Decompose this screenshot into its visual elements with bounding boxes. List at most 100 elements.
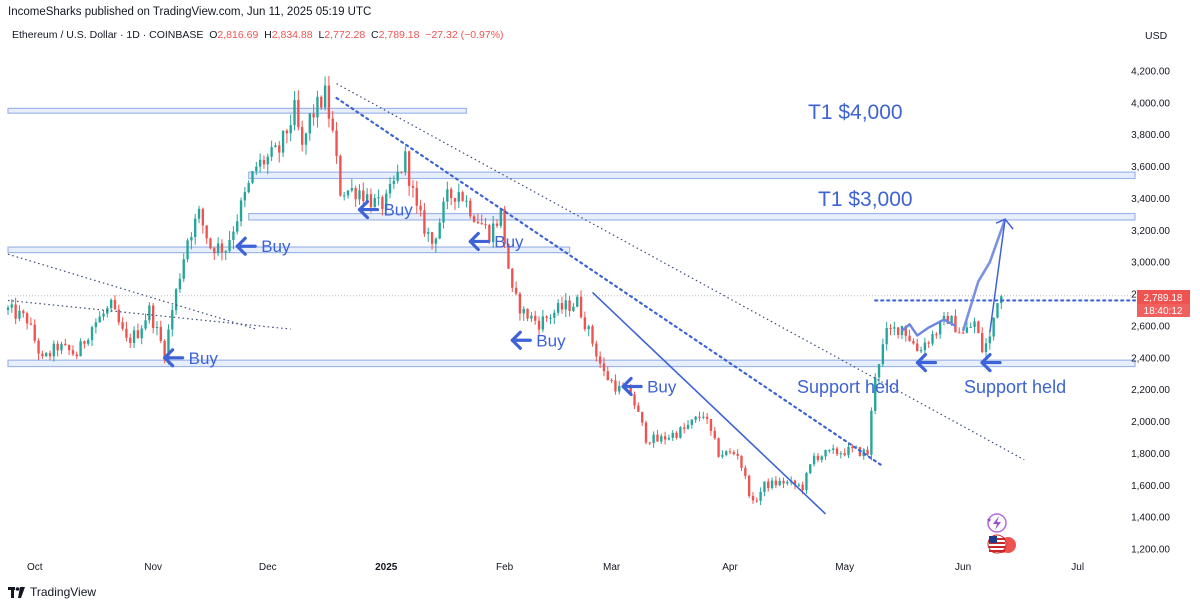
- candle-body: [285, 130, 289, 134]
- candle-body: [373, 198, 376, 208]
- candle-body: [346, 190, 350, 196]
- annotations: Buy Buy Buy Buy Buy Buy Support held Support he…: [163, 101, 1066, 397]
- candle-body: [702, 416, 705, 418]
- y-tick-label: 4,200.00: [1131, 66, 1170, 77]
- support-arrow-icon: [915, 352, 938, 373]
- tradingview-brand[interactable]: TradingView: [8, 585, 96, 599]
- consolidation-path: [901, 318, 957, 337]
- candle-body: [186, 240, 189, 260]
- candle-body: [270, 147, 273, 157]
- candle-body: [312, 113, 315, 118]
- candle-body: [514, 287, 518, 294]
- candle-body: [140, 328, 143, 339]
- candle-body: [358, 190, 361, 200]
- candle-body: [423, 210, 426, 234]
- candle-body: [453, 198, 457, 202]
- symbol-name[interactable]: Ethereum / U.S. Dollar · 1D · COINBASE: [12, 29, 204, 41]
- candle-body: [614, 380, 617, 392]
- candle-body: [958, 332, 961, 334]
- last-price-label: 2,789.18: [1144, 293, 1183, 304]
- candle-body: [22, 310, 25, 314]
- candle-body: [572, 306, 575, 311]
- candle-body: [174, 289, 178, 311]
- candle-body: [679, 427, 682, 438]
- candle-body: [404, 151, 407, 172]
- support-held-label: Support held: [797, 377, 899, 397]
- candle-body: [812, 455, 816, 465]
- candle-body: [117, 309, 120, 323]
- candle-body: [576, 296, 579, 307]
- buy-label: Buy: [261, 237, 291, 256]
- trendline: [7, 253, 257, 330]
- candle-body: [549, 317, 552, 319]
- x-tick-label: Jul: [1071, 562, 1084, 573]
- x-tick-label: Apr: [722, 562, 738, 573]
- candle-body: [316, 96, 319, 118]
- candle-body: [255, 166, 258, 172]
- buy-arrow-icon: [235, 236, 257, 256]
- candle-body: [935, 334, 938, 336]
- candle-body: [633, 394, 636, 406]
- candle-body: [461, 192, 464, 201]
- y-tick-label: 3,600.00: [1131, 162, 1170, 173]
- candle-body: [728, 451, 732, 453]
- candle-body: [400, 171, 403, 173]
- time-axis[interactable]: Oct Nov Dec 2025 Feb Mar Apr May Jun Jul: [27, 562, 1084, 573]
- candle-body: [228, 240, 231, 252]
- candle-body: [851, 446, 854, 448]
- candles: [6, 75, 1003, 506]
- candle-body: [640, 411, 644, 423]
- candle-body: [637, 405, 640, 412]
- candle-body: [41, 353, 44, 357]
- open-value: 2,816.69: [217, 29, 259, 41]
- candle-body: [278, 145, 281, 153]
- candle-body: [381, 197, 384, 209]
- candle-body: [881, 344, 885, 365]
- candle-body: [251, 171, 254, 183]
- x-tick-label: Oct: [27, 562, 43, 573]
- projection-path: [961, 218, 1007, 332]
- candle-body: [239, 200, 243, 222]
- x-tick-label: May: [835, 562, 854, 573]
- candle-body: [568, 300, 571, 311]
- candle-body: [37, 340, 40, 354]
- candle-body: [656, 434, 659, 442]
- candle-body: [163, 340, 166, 360]
- candle-body: [526, 308, 529, 319]
- candle-body: [725, 451, 728, 455]
- candle-body: [136, 330, 140, 339]
- candle-body: [71, 350, 75, 355]
- candle-body: [912, 341, 915, 344]
- candle-body: [323, 85, 327, 108]
- candle-body: [465, 200, 468, 202]
- candle-body: [602, 363, 606, 372]
- buy-label: Buy: [189, 349, 219, 368]
- candle-body: [683, 427, 686, 429]
- x-tick-label: Nov: [144, 562, 162, 573]
- candle-body: [866, 449, 869, 455]
- candle-body: [931, 334, 934, 344]
- candle-body: [190, 237, 193, 241]
- candle-body: [877, 364, 881, 378]
- candle-body: [10, 304, 14, 308]
- candle-body: [87, 340, 90, 344]
- buy-arrow-icon: [621, 376, 643, 397]
- candle-body: [644, 422, 648, 443]
- candle-body: [832, 448, 835, 450]
- candle-body: [705, 416, 709, 420]
- lightning-badge-icon[interactable]: [987, 513, 1007, 533]
- candle-body: [449, 189, 453, 199]
- us-flag-icon[interactable]: [987, 534, 1016, 554]
- target-label: T1 $3,000: [818, 188, 913, 211]
- candle-body: [113, 299, 117, 310]
- candle-body: [660, 436, 663, 442]
- candle-body: [480, 223, 483, 225]
- candle-body: [220, 243, 224, 253]
- candle-body: [335, 130, 338, 156]
- currency-label[interactable]: USD: [1145, 30, 1168, 42]
- trendlines: [7, 83, 1137, 515]
- candle-body: [79, 341, 82, 357]
- trendline: [336, 83, 1025, 461]
- candle-body: [60, 343, 63, 351]
